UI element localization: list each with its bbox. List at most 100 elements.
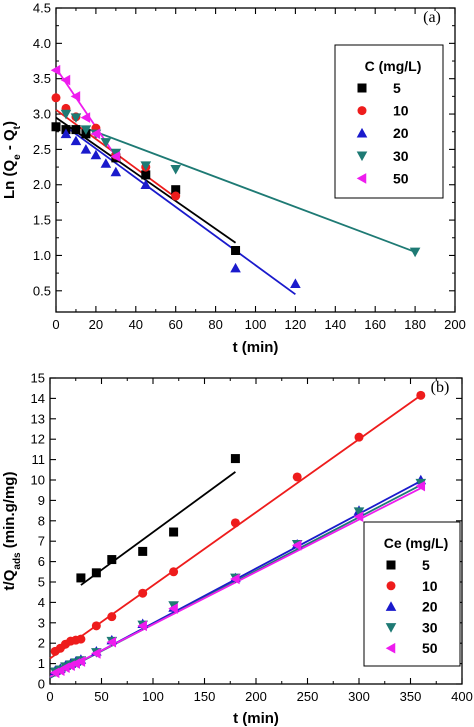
y-axis-label-subscript: e — [12, 154, 23, 160]
data-point-series-5 — [51, 122, 61, 132]
y-tick-label: 0 — [38, 677, 45, 692]
y-tick-label: 14 — [31, 391, 45, 406]
y-tick-label: 2.0 — [33, 177, 51, 192]
data-point-series-20 — [140, 179, 152, 189]
data-point-series-10 — [138, 588, 148, 598]
x-tick-label: 140 — [324, 317, 346, 332]
legend-entry-label: 10 — [393, 103, 409, 119]
fit-line-series-30 — [85, 127, 416, 253]
legend-entry-label: 5 — [422, 557, 430, 573]
fit-line-series-5 — [80, 471, 236, 586]
y-tick-label: 4 — [38, 595, 45, 610]
y-axis-label-part: ) — [1, 121, 18, 126]
y-tick-label: 9 — [38, 493, 45, 508]
data-point-series-50 — [415, 480, 426, 492]
y-axis-label-part: - Q — [1, 129, 18, 154]
data-point-series-5 — [71, 125, 81, 135]
data-point-series-50 — [110, 151, 121, 162]
data-point-series-50 — [168, 603, 178, 614]
data-point-series-20 — [80, 144, 92, 154]
y-tick-label: 5 — [38, 575, 45, 590]
data-point-series-50 — [70, 91, 81, 102]
x-axis-label: t (min) — [233, 710, 279, 727]
x-axis-label: t (min) — [233, 339, 279, 356]
data-point-series-30 — [70, 113, 82, 123]
x-tick-label: 350 — [400, 689, 422, 704]
data-point-series-50 — [90, 128, 101, 140]
legend-entry-label: 5 — [393, 80, 401, 96]
data-point-series-10 — [354, 432, 364, 442]
x-tick-label: 400 — [451, 689, 473, 704]
data-point-series-5 — [76, 573, 86, 583]
y-axis-label: t/Qads (min.g/mg) — [1, 472, 23, 591]
legend-entry-label: 30 — [422, 619, 438, 635]
legend-marker-series-30 — [356, 151, 368, 162]
y-tick-label: 2 — [38, 636, 45, 651]
data-point-series-50 — [60, 74, 71, 86]
data-point-series-50 — [291, 539, 302, 551]
data-point-series-50 — [75, 656, 86, 667]
x-tick-label: 120 — [285, 317, 307, 332]
legend-marker-series-20 — [385, 601, 397, 611]
data-point-series-50 — [91, 648, 101, 659]
data-point-series-10 — [230, 518, 240, 528]
chart-panel-b: 0 50 100 150 200 250 300 350 4000123456789101112… — [1, 371, 473, 727]
x-tick-label: 100 — [245, 317, 267, 332]
data-point-series-10 — [91, 621, 101, 631]
legend-marker-series-10 — [386, 581, 396, 591]
legend-marker-series-5 — [386, 560, 396, 570]
x-tick-label: 200 — [245, 689, 267, 704]
legend: Ce (mg/L) 5 10 20 30 50 — [363, 521, 461, 667]
legend-entry-label: 10 — [422, 578, 438, 594]
data-point-series-50 — [80, 112, 91, 123]
data-point-series-30 — [140, 161, 152, 171]
y-tick-label: 3.0 — [33, 107, 51, 122]
y-tick-label: 1.5 — [33, 213, 51, 228]
y-tick-label: 4.0 — [33, 36, 51, 51]
chart-panel-a: 0 20 40 60 80 100 120 140 160 180 200 0.5 1.0 1.5 2.0 2… — [1, 1, 466, 357]
panel-label: (a) — [423, 9, 441, 26]
data-point-series-10 — [292, 472, 302, 482]
x-tick-label: 150 — [194, 689, 216, 704]
y-tick-label: 7 — [38, 534, 45, 549]
data-point-series-10 — [76, 634, 86, 644]
data-point-series-30 — [60, 109, 72, 120]
data-point-series-50 — [50, 64, 61, 76]
legend-entry-label: 20 — [393, 125, 409, 141]
y-tick-label: 13 — [31, 411, 45, 426]
data-point-series-5 — [231, 245, 241, 255]
x-tick-label: 250 — [297, 689, 319, 704]
data-point-series-50 — [230, 573, 240, 585]
x-tick-label: 50 — [94, 689, 108, 704]
data-point-series-30 — [409, 247, 421, 258]
x-tick-label: 200 — [444, 317, 466, 332]
legend-box — [363, 521, 461, 667]
data-point-series-5 — [138, 546, 148, 556]
data-point-series-30 — [353, 507, 365, 517]
legend-box — [334, 44, 444, 199]
legend-marker-series-5 — [357, 83, 367, 93]
y-axis-label: Ln (Qe - Qt) — [1, 121, 23, 199]
y-tick-label: 11 — [32, 452, 46, 467]
y-tick-label: 1.0 — [33, 248, 51, 263]
data-point-series-20 — [110, 166, 122, 177]
x-tick-label: 0 — [52, 317, 59, 332]
y-axis-label-subscript: ads — [12, 552, 23, 570]
x-tick-label: 80 — [208, 317, 222, 332]
data-point-series-5 — [169, 527, 179, 537]
y-tick-label: 0.5 — [33, 283, 51, 298]
data-point-series-10 — [416, 390, 426, 400]
data-point-series-10 — [51, 93, 61, 103]
y-axis-label-part: (min.g/mg) — [1, 472, 18, 553]
y-tick-label: 8 — [38, 513, 45, 528]
data-point-series-20 — [90, 149, 102, 160]
data-point-series-30 — [100, 138, 112, 148]
data-point-series-10 — [169, 567, 179, 577]
y-axis-label-part: t/Q — [1, 569, 18, 590]
legend-entry-label: 50 — [393, 170, 409, 186]
y-tick-label: 10 — [31, 473, 45, 488]
data-point-series-5 — [91, 568, 101, 578]
data-point-series-20 — [60, 128, 72, 139]
data-point-series-50 — [106, 636, 117, 648]
